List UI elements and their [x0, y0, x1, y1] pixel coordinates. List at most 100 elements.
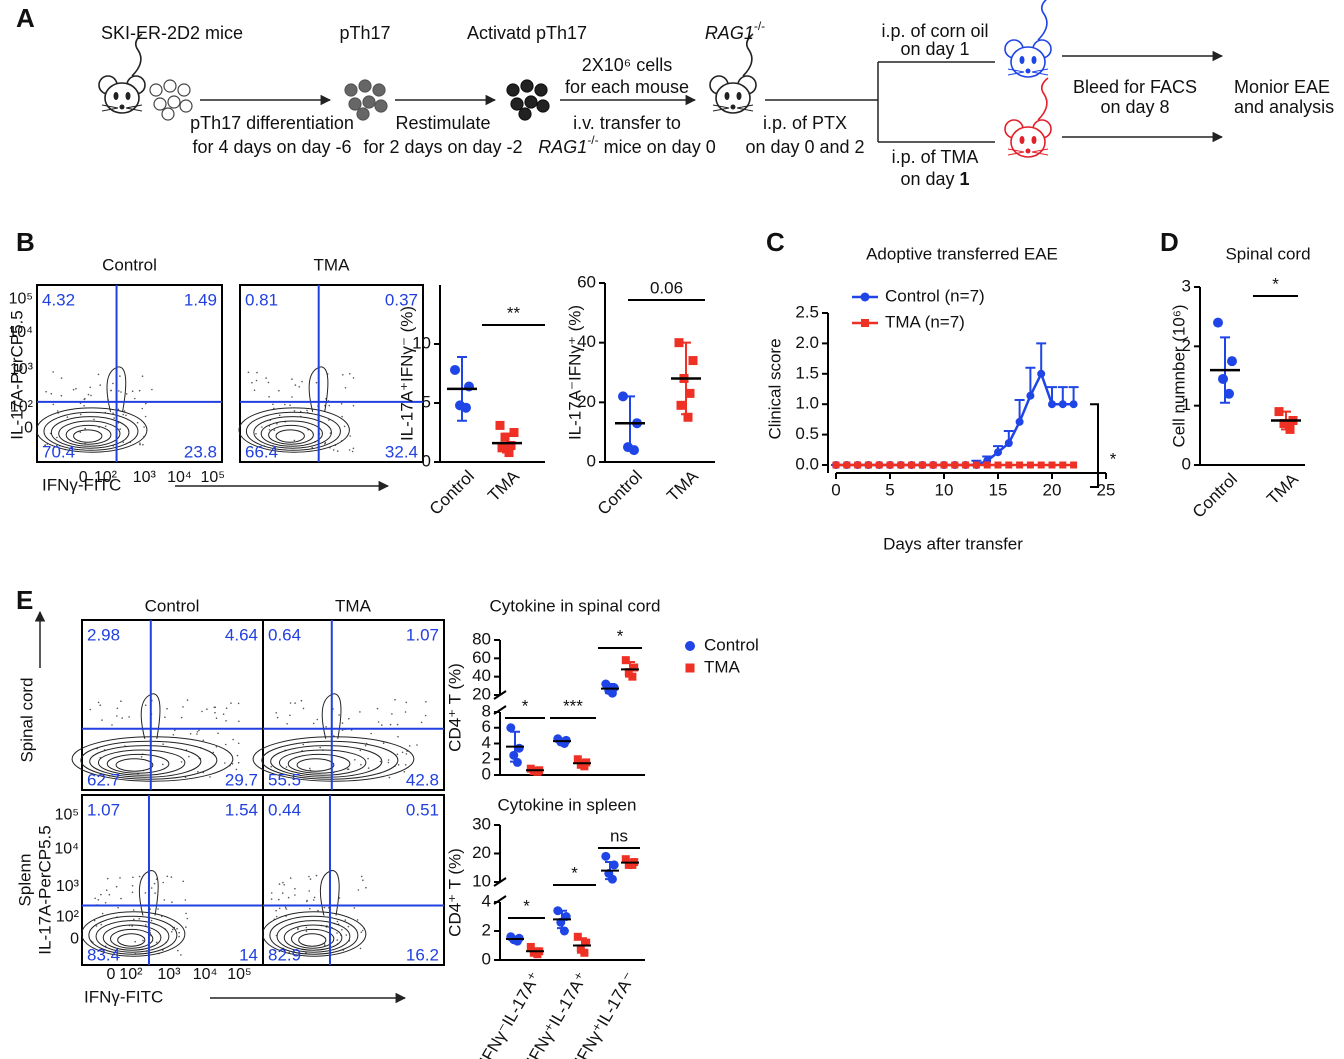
- diagram-host-part: RAG1: [705, 23, 754, 43]
- x-tick-label: TMA: [484, 466, 523, 505]
- cell: [374, 99, 388, 113]
- diagram-host: RAG1-/-: [705, 19, 765, 43]
- event-dot: [344, 919, 347, 921]
- data-point: [683, 412, 693, 422]
- y-tick-label: 10: [412, 333, 431, 352]
- event-dot: [253, 389, 256, 392]
- contour: [278, 749, 367, 776]
- data-point: [861, 319, 869, 327]
- event-dot: [401, 751, 404, 754]
- quadrant-value: 70.4: [42, 442, 75, 461]
- contour: [140, 693, 161, 739]
- data-point: [1279, 418, 1289, 428]
- diagram-text-part: mice on day 0: [599, 137, 716, 157]
- data-point: [918, 461, 926, 469]
- data-point: [854, 461, 862, 469]
- diagram-text: on day 1: [900, 169, 969, 189]
- event-dot: [364, 744, 367, 747]
- diagram-host-part: -/-: [754, 19, 765, 33]
- flow-tick-label: 10⁵: [9, 290, 33, 307]
- event-dot: [75, 387, 77, 390]
- event-dot: [110, 389, 112, 392]
- significance: *: [1110, 449, 1117, 468]
- event-dot: [112, 382, 114, 385]
- x-tick-label: Control: [426, 467, 478, 519]
- data-point: [1026, 391, 1035, 400]
- y-tick-label: 20: [472, 684, 491, 703]
- contour: [97, 749, 186, 776]
- contour: [106, 753, 170, 774]
- data-point: [601, 851, 611, 861]
- cell: [177, 83, 191, 97]
- event-dot: [285, 908, 288, 910]
- event-dot: [182, 706, 184, 708]
- mouse-whisker: [101, 104, 119, 109]
- data-point: [875, 461, 883, 469]
- contour: [270, 745, 383, 778]
- contour: [321, 693, 342, 739]
- event-dot: [379, 760, 382, 763]
- event-dot: [174, 729, 176, 731]
- event-dot: [56, 436, 58, 439]
- event-dot: [155, 941, 158, 944]
- event-dot: [214, 706, 217, 709]
- legend-label: Control: [704, 635, 759, 654]
- axis-label: IFNγ-FITC: [42, 475, 121, 494]
- significance: *: [1272, 274, 1279, 293]
- panel-label: B: [16, 227, 35, 257]
- y-tick-label: 0: [1182, 454, 1191, 473]
- event-dot: [405, 701, 408, 704]
- event-dot: [396, 753, 399, 756]
- event-dot: [79, 431, 82, 433]
- data-point: [908, 461, 916, 469]
- event-dot: [108, 893, 111, 896]
- significance: *: [522, 696, 529, 715]
- mouse-whisker: [1007, 151, 1025, 156]
- event-dot: [84, 427, 86, 430]
- flow-tick-label: 10³: [56, 878, 80, 895]
- contour: [73, 429, 103, 443]
- y-tick-label: 0: [587, 451, 596, 470]
- mouse-whisker: [712, 107, 730, 112]
- event-dot: [276, 716, 279, 719]
- cell: [167, 95, 181, 109]
- data-point: [1218, 373, 1228, 384]
- data-point: [1227, 356, 1237, 367]
- diagram-text: Bleed for FACS: [1073, 77, 1197, 97]
- contour: [88, 915, 178, 955]
- event-dot: [286, 723, 288, 725]
- significance: **: [507, 303, 521, 322]
- event-dot: [287, 896, 290, 899]
- quadrant-value: 2.98: [87, 625, 120, 644]
- x-tick-label: 0: [831, 480, 840, 499]
- event-dot: [132, 876, 134, 879]
- event-dot: [282, 881, 284, 884]
- contour: [262, 911, 367, 957]
- axis-label: IL-17A-PerCP5.5: [7, 310, 26, 439]
- x-tick-label: 5: [885, 480, 894, 499]
- quadrant-value: 14: [239, 945, 258, 964]
- event-dot: [387, 761, 390, 764]
- cell: [518, 107, 532, 121]
- event-dot: [298, 386, 301, 388]
- data-point: [514, 743, 524, 753]
- event-dot: [382, 742, 385, 744]
- event-dot: [323, 906, 326, 909]
- event-dot: [343, 425, 346, 428]
- quadrant-value: 1.49: [184, 290, 217, 309]
- event-dot: [388, 776, 391, 779]
- event-dot: [180, 954, 182, 956]
- event-dot: [376, 707, 379, 710]
- event-dot: [408, 745, 411, 747]
- data-point: [1213, 317, 1223, 328]
- event-dot: [162, 743, 164, 745]
- event-dot: [93, 418, 95, 421]
- event-dot: [313, 896, 316, 899]
- event-dot: [365, 886, 367, 889]
- data-point: [1048, 461, 1056, 469]
- mouse-eye: [1031, 56, 1037, 64]
- event-dot: [83, 398, 85, 401]
- event-dot: [145, 924, 147, 926]
- flow-tick-label: 10²: [10, 398, 34, 415]
- event-dot: [235, 768, 238, 771]
